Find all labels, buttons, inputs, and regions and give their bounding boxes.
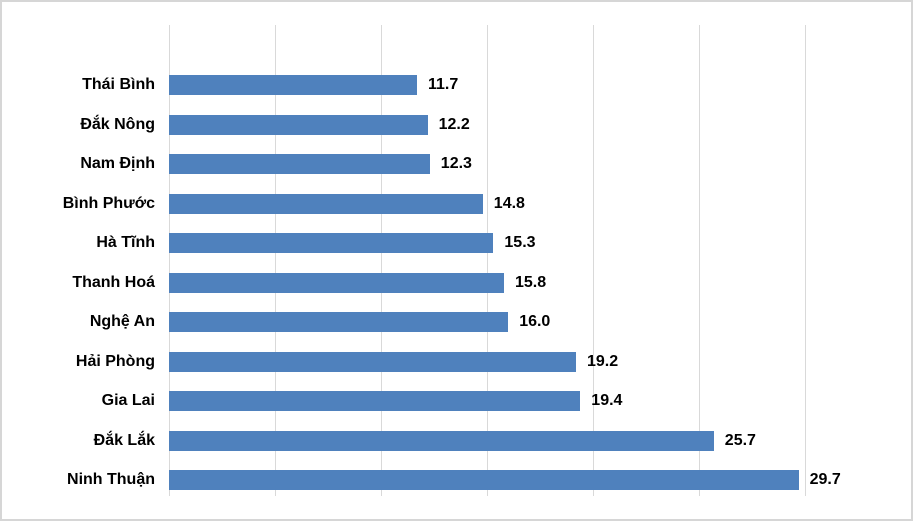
value-label: 15.8 [515, 273, 547, 291]
value-label: 15.3 [504, 234, 536, 251]
value-label: 11.7 [428, 76, 459, 93]
category-label: Ninh Thuận [67, 471, 155, 488]
gridline [593, 25, 594, 496]
category-label: Bình Phước [62, 194, 155, 212]
bar [169, 154, 430, 174]
gridline [275, 25, 276, 496]
category-label: Thái Bình [82, 76, 155, 93]
value-label: 12.3 [440, 155, 472, 172]
bar [169, 391, 581, 411]
bar [169, 351, 576, 372]
bar [169, 470, 799, 490]
gridline [805, 25, 806, 496]
gridline [699, 25, 700, 496]
gridline [381, 25, 382, 496]
gridline [169, 25, 170, 496]
value-label: 25.7 [724, 431, 756, 449]
category-label: Hà Tĩnh [96, 234, 155, 251]
category-label: Nghệ An [89, 313, 155, 330]
bar [169, 193, 483, 214]
value-label: 16.0 [519, 313, 551, 330]
bar [169, 75, 417, 95]
value-label: 12.2 [438, 115, 470, 133]
category-label: Hải Phòng [75, 352, 155, 370]
category-label: Đắk Nông [80, 115, 155, 133]
category-label: Đắk Lắk [93, 431, 155, 449]
value-label: 19.2 [587, 352, 619, 370]
bar [169, 114, 428, 135]
value-label: 19.4 [591, 392, 623, 409]
value-label: 14.8 [493, 194, 525, 212]
bar [169, 312, 509, 332]
category-label: Nam Định [80, 155, 155, 172]
bar [169, 430, 714, 451]
category-label: Thanh Hoá [72, 273, 155, 291]
bar [169, 272, 504, 293]
gridline [487, 25, 488, 496]
category-label: Gia Lai [101, 392, 155, 409]
value-label: 29.7 [809, 471, 841, 488]
plot-area: Thái Bình 11.7 Đắk Nông 12.2 Nam Định 12.3 Bìn… [63, 25, 841, 496]
bar [169, 233, 494, 253]
